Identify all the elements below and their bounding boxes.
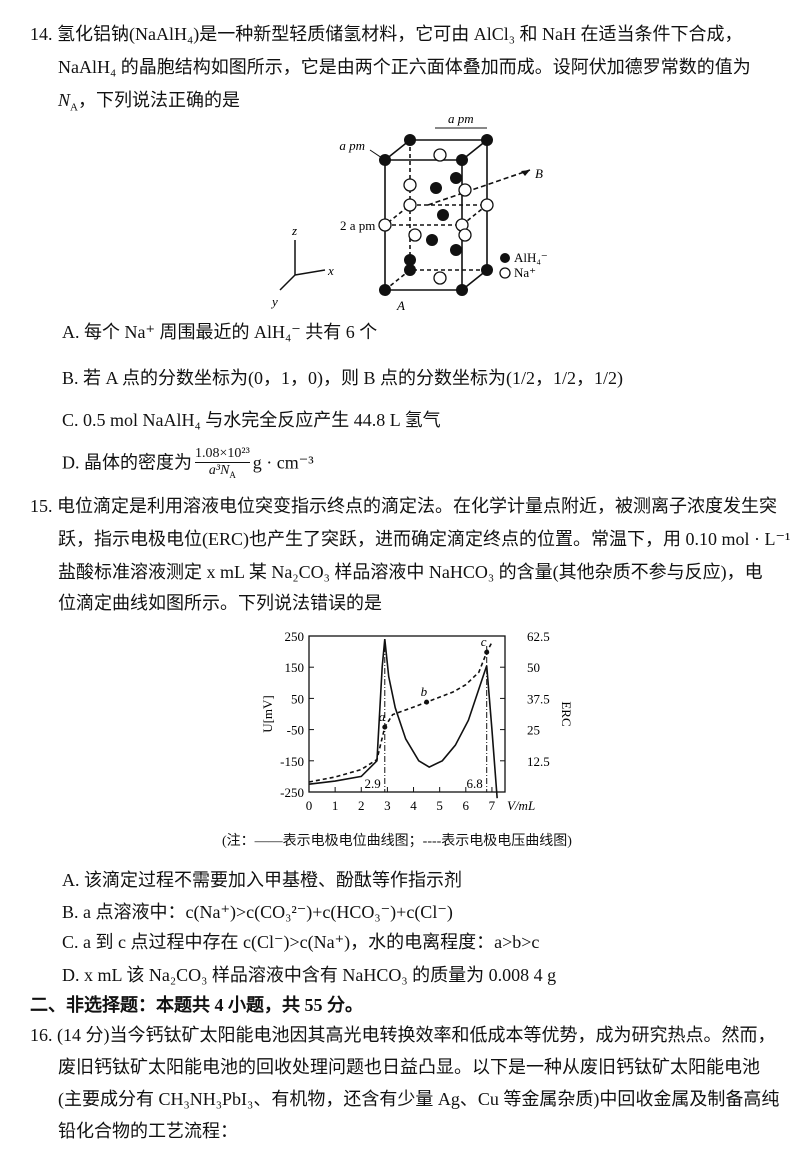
text: ，下列说法正确的是 — [77, 90, 240, 110]
q15-stem: 位滴定曲线如图所示。下列说法错误的是 — [58, 593, 382, 613]
x-tick-label: 5 — [436, 798, 443, 813]
text: a³N — [208, 463, 230, 478]
curve — [308, 639, 498, 799]
x-tick-label: 0 — [306, 798, 313, 813]
y2-tick-label: 50 — [527, 660, 540, 675]
section-title: 二、非选择题：本题共 4 小题，共 55 分。 — [30, 995, 363, 1015]
label: a pm — [448, 111, 474, 126]
q14-stem: 14. 氢化铝钠(NaAlH₄)是一种新型轻质储氢材料，它可由 AlCl₃ 和 … — [30, 24, 743, 44]
q16-stem: 铅化合物的工艺流程： — [58, 1121, 238, 1141]
text: A — [229, 469, 236, 480]
titration-chart: 250 150 50 -50 -150 -250 62.5 50 37.5 25 12.5 0 1 2 3 4… — [260, 629, 574, 813]
y2-axis-label: ERC — [559, 701, 574, 726]
q15-stem: 跃，指示电极电位(ERC)也产生了突跃，进而确定滴定终点的位置。常温下，用 0.… — [58, 529, 791, 549]
point — [382, 724, 388, 730]
y-tick-label: -50 — [287, 723, 304, 738]
y-tick-label: 150 — [285, 660, 305, 675]
x-tick-label: 4 — [410, 798, 417, 813]
fraction: 1.08×10²³ a³NA — [195, 446, 250, 483]
y2-tick-label: 37.5 — [527, 691, 550, 706]
y2-tick-label: 62.5 — [527, 629, 550, 644]
x-tick-label: 1 — [332, 798, 339, 813]
y-tick-label: -250 — [280, 785, 304, 800]
option: C. a 到 c 点过程中存在 c(Cl⁻)>c(Na⁺)，水的电离程度：a>b… — [62, 932, 540, 952]
q16-stem: 废旧钙钛矿太阳能电池的回收处理问题也日益凸显。以下是一种从废旧钙钛矿太阳能电池 — [58, 1057, 760, 1077]
q16-stem: 16. (14 分)当今钙钛矿太阳能电池因其高光电转换效率和低成本等优势，成为研… — [30, 1025, 776, 1045]
label: A — [396, 298, 405, 313]
reference-label: 6.8 — [466, 776, 482, 791]
x-axis-label: V/mL — [507, 798, 535, 813]
curve — [308, 641, 493, 783]
label: x — [327, 263, 334, 278]
text: g · cm⁻³ — [252, 452, 314, 473]
y-tick-label: 50 — [291, 691, 304, 706]
q15-stem: 15. 电位滴定是利用溶液电位突变指示终点的滴定法。在化学计量点附近，被测离子浓… — [30, 496, 777, 516]
y-tick-label: -150 — [280, 754, 304, 769]
point-label: c — [481, 634, 487, 649]
crystal-figure: a pm a pm 2 a pm B A z x y AlH₄⁻ Na⁺ — [270, 111, 548, 313]
legend: AlH₄⁻ — [514, 250, 548, 265]
option: C. 0.5 mol NaAlH₄ 与水完全反应产生 44.8 L 氢气 — [62, 410, 441, 430]
y-axis-label: U[mV] — [260, 695, 275, 733]
label: B — [535, 166, 543, 181]
x-tick-label: 7 — [489, 798, 496, 813]
option: D. x mL 该 Na₂CO₃ 样品溶液中含有 NaHCO₃ 的质量为 0.0… — [62, 965, 557, 985]
x-tick-label: 3 — [384, 798, 391, 813]
legend: Na⁺ — [514, 265, 536, 280]
x-tick-label: 2 — [358, 798, 365, 813]
plot-frame — [308, 635, 506, 793]
q14-stem: NaAlH₄ 的晶胞结构如图所示，它是由两个正六面体叠加而成。设阿伏加德罗常数的… — [58, 57, 751, 77]
option: A. 该滴定过程不需要加入甲基橙、酚酞等作指示剂 — [62, 870, 462, 890]
text: N — [58, 90, 71, 110]
chart-caption: (注：——表示电极电位曲线图；----表示电极电压曲线图) — [222, 834, 572, 849]
label: z — [291, 223, 297, 238]
y2-tick-label: 25 — [527, 723, 540, 738]
q15-stem: 盐酸标准溶液测定 x mL 某 Na₂CO₃ 样品溶液中 NaHCO₃ 的含量(… — [58, 562, 763, 582]
option: B. 若 A 点的分数坐标为(0，1，0)，则 B 点的分数坐标为(1/2，1/… — [62, 368, 623, 388]
y-tick-label: 250 — [285, 629, 305, 644]
point-label: b — [421, 684, 428, 699]
label: a pm — [339, 138, 365, 153]
text: a³NA — [195, 463, 250, 483]
option: B. a 点溶液中：c(Na⁺)>c(CO₃²⁻)+c(HCO₃⁻)+c(Cl⁻… — [62, 902, 453, 922]
point — [424, 699, 430, 705]
label: 2 a pm — [340, 218, 375, 233]
x-tick-label: 6 — [463, 798, 470, 813]
y2-tick-label: 12.5 — [527, 754, 550, 769]
reference-label: 2.9 — [365, 776, 381, 791]
option: D. 晶体的密度为 1.08×10²³ a³NA g · cm⁻³ — [62, 446, 314, 483]
q16-stem: (主要成分有 CH₃NH₃PbI₃、有机物，还含有少量 Ag、Cu 等金属杂质)… — [58, 1089, 780, 1109]
label: y — [270, 294, 278, 309]
text: A — [70, 101, 78, 114]
point — [484, 649, 490, 655]
text: 1.08×10²³ — [195, 446, 250, 463]
text: D. 晶体的密度为 — [62, 452, 192, 473]
point-label: a — [379, 709, 386, 724]
option: A. 每个 Na⁺ 周围最近的 AlH₄⁻ 共有 6 个 — [62, 322, 378, 342]
q14-stem: NA，下列说法正确的是 — [58, 88, 240, 120]
